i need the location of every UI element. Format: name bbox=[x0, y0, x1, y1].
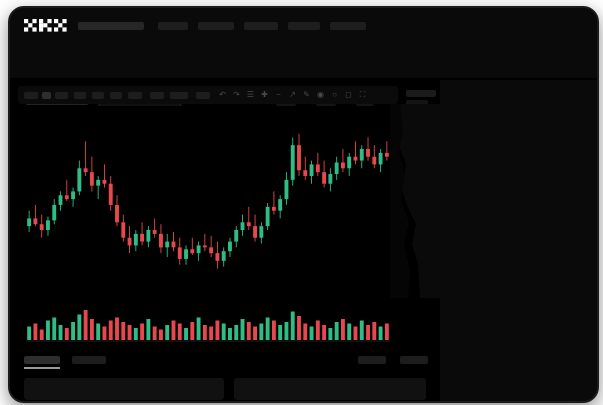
market-toolbar: Spot Trading ▾ ▾ bbox=[10, 42, 597, 107]
bottom-panel-right[interactable] bbox=[234, 378, 426, 400]
nav-item-1[interactable] bbox=[78, 22, 144, 30]
chart-tab-trades[interactable] bbox=[358, 356, 386, 364]
volume-chart bbox=[26, 310, 390, 342]
chart-type-button[interactable] bbox=[150, 92, 164, 99]
list-icon[interactable]: ☰ bbox=[246, 90, 255, 99]
nav-item-2[interactable] bbox=[158, 22, 188, 30]
stat-24h-volume-value bbox=[406, 100, 428, 106]
overlay-shadow bbox=[390, 104, 440, 298]
magnet-icon[interactable]: ○ bbox=[332, 90, 337, 99]
timeframe-1h-button[interactable] bbox=[74, 92, 86, 99]
chart-tab-underline bbox=[24, 367, 60, 369]
eye-icon[interactable]: ◉ bbox=[317, 90, 324, 99]
timeframe-5m-button[interactable] bbox=[42, 92, 51, 99]
stat-24h-volume bbox=[406, 90, 436, 97]
orderbook-panel: Buy Sell bbox=[440, 80, 597, 401]
trash-icon[interactable]: ◻ bbox=[345, 90, 352, 99]
screen: Spot Trading ▾ ▾ bbox=[10, 8, 597, 401]
undo-icon[interactable]: ↶ bbox=[219, 90, 226, 99]
chart-tab-chart[interactable] bbox=[24, 356, 60, 364]
okx-logo-icon[interactable] bbox=[24, 19, 68, 32]
nav-item-6[interactable] bbox=[330, 22, 366, 30]
crosshair-icon[interactable]: ✚ bbox=[261, 90, 268, 99]
line-tool-icon[interactable]: − bbox=[276, 90, 281, 99]
nav-item-5[interactable] bbox=[288, 22, 320, 30]
trend-icon[interactable]: ↗ bbox=[289, 90, 296, 99]
bottom-panel-left[interactable] bbox=[24, 378, 224, 400]
timeframe-more-button[interactable] bbox=[128, 92, 142, 99]
chart-settings-button[interactable] bbox=[196, 92, 210, 99]
pencil-icon[interactable]: ✎ bbox=[303, 90, 310, 99]
redo-icon[interactable]: ↷ bbox=[233, 90, 240, 99]
nav-item-4[interactable] bbox=[244, 22, 278, 30]
price-chart[interactable] bbox=[18, 106, 398, 351]
top-navigation-bar bbox=[10, 8, 597, 42]
chart-tab-info[interactable] bbox=[72, 356, 106, 364]
timeframe-4h-button[interactable] bbox=[92, 92, 104, 99]
chart-tab-depth[interactable] bbox=[400, 356, 428, 364]
timeframe-1d-button[interactable] bbox=[110, 92, 122, 99]
nav-item-3[interactable] bbox=[198, 22, 234, 30]
timeframe-15m-button[interactable] bbox=[55, 92, 68, 99]
timeframe-1m-button[interactable] bbox=[24, 92, 38, 99]
indicators-button[interactable] bbox=[170, 92, 188, 99]
candlestick-chart bbox=[27, 133, 389, 269]
device-frame: Spot Trading ▾ ▾ bbox=[8, 6, 599, 403]
fullscreen-icon[interactable]: ⛶ bbox=[359, 90, 366, 99]
